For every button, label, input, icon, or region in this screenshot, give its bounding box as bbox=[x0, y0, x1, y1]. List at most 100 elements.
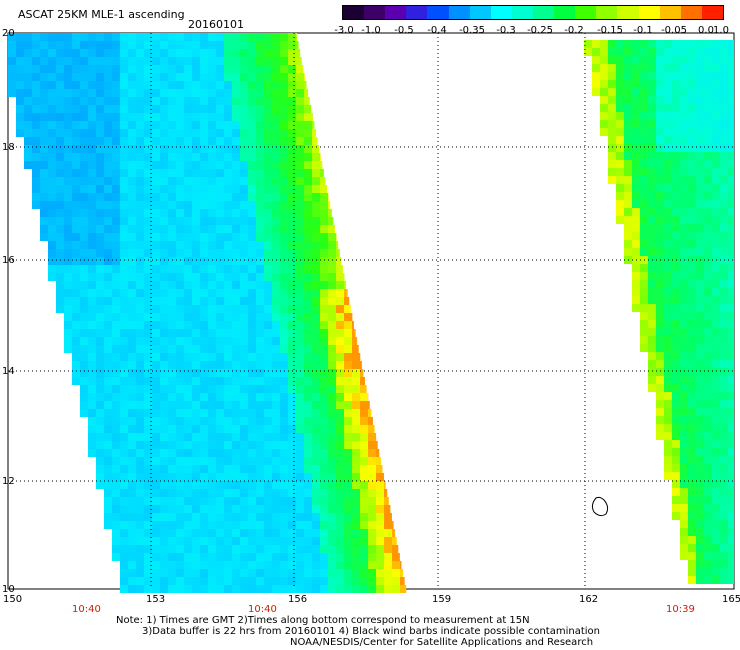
swath-pixel bbox=[200, 257, 208, 265]
swath-pixel bbox=[48, 177, 56, 185]
swath-pixel bbox=[712, 208, 720, 216]
swath-pixel bbox=[328, 425, 336, 433]
swath-pixel bbox=[304, 529, 312, 537]
swath-pixel bbox=[48, 241, 56, 249]
swath-pixel bbox=[216, 553, 224, 561]
swath-pixel bbox=[120, 489, 128, 497]
swath-pixel bbox=[256, 49, 264, 57]
swath-pixel bbox=[640, 280, 648, 288]
swath-pixel bbox=[312, 521, 320, 529]
swath-pixel bbox=[144, 241, 152, 249]
swath-pixel bbox=[56, 145, 64, 153]
swath-pixel bbox=[32, 161, 40, 169]
swath-pixel bbox=[200, 161, 208, 169]
swath-pixel bbox=[688, 360, 696, 368]
swath-pixel bbox=[160, 305, 168, 313]
swath-pixel bbox=[224, 425, 232, 433]
swath-pixel bbox=[96, 145, 104, 153]
swath-pixel bbox=[208, 473, 216, 481]
swath-pixel bbox=[336, 521, 344, 529]
swath-pixel bbox=[264, 305, 272, 313]
swath-pixel bbox=[712, 376, 720, 384]
swath-pixel bbox=[248, 425, 256, 433]
swath-pixel bbox=[240, 569, 248, 577]
swath-pixel bbox=[632, 200, 640, 208]
swath-pixel bbox=[720, 384, 728, 392]
swath-pixel bbox=[216, 537, 224, 545]
swath-pixel bbox=[344, 297, 350, 305]
swath-pixel bbox=[232, 481, 240, 489]
swath-pixel bbox=[320, 289, 328, 297]
color-scale-swatch bbox=[406, 6, 428, 19]
color-scale-tick: -0.15 bbox=[597, 25, 623, 36]
swath-pixel bbox=[144, 145, 152, 153]
swath-pixel bbox=[368, 409, 372, 417]
swath-pixel bbox=[248, 241, 256, 249]
swath-pixel bbox=[200, 345, 208, 353]
swath-pixel bbox=[80, 33, 88, 41]
swath-pixel bbox=[592, 88, 600, 96]
swath-pixel bbox=[320, 321, 328, 329]
swath-pixel bbox=[64, 265, 72, 273]
swath-pixel bbox=[256, 433, 264, 441]
swath-pixel bbox=[704, 152, 712, 160]
swath-pixel bbox=[136, 513, 144, 521]
swath-pixel bbox=[712, 160, 720, 168]
swath-pixel bbox=[688, 440, 696, 448]
swath-pixel bbox=[376, 553, 384, 561]
swath-pixel bbox=[128, 513, 136, 521]
swath-pixel bbox=[200, 217, 208, 225]
swath-pixel bbox=[144, 81, 152, 89]
swath-pixel bbox=[696, 136, 704, 144]
color-scale-swatch bbox=[343, 6, 365, 19]
swath-pixel bbox=[656, 120, 664, 128]
swath-pixel bbox=[184, 497, 192, 505]
swath-pixel bbox=[104, 449, 112, 457]
swath-pixel bbox=[320, 513, 328, 521]
swath-pixel bbox=[72, 161, 80, 169]
swath-pixel bbox=[152, 449, 160, 457]
swath-pixel bbox=[176, 497, 184, 505]
swath-pixel bbox=[672, 456, 680, 464]
swath-pixel bbox=[152, 97, 160, 105]
swath-pixel bbox=[272, 257, 280, 265]
swath-pixel bbox=[272, 185, 280, 193]
swath-pixel bbox=[136, 321, 144, 329]
latitude-label: 10 bbox=[2, 584, 15, 595]
swath-pixel bbox=[40, 113, 48, 121]
swath-pixel bbox=[216, 73, 224, 81]
swath-pixel bbox=[672, 248, 680, 256]
swath-pixel bbox=[272, 537, 280, 545]
swath-pixel bbox=[688, 496, 696, 504]
swath-pixel bbox=[264, 361, 272, 369]
swath-pixel bbox=[216, 545, 224, 553]
swath-pixel bbox=[208, 265, 216, 273]
swath-pixel bbox=[288, 409, 296, 417]
swath-pixel bbox=[16, 113, 24, 121]
swath-pixel bbox=[136, 265, 144, 273]
swath-pixel bbox=[128, 121, 136, 129]
swath-pixel bbox=[136, 273, 144, 281]
swath-pixel bbox=[328, 361, 336, 369]
swath-pixel bbox=[184, 177, 192, 185]
swath-pixel bbox=[216, 89, 224, 97]
swath-pixel bbox=[712, 56, 720, 64]
swath-pixel bbox=[152, 385, 160, 393]
swath-pixel bbox=[200, 273, 208, 281]
swath-pixel bbox=[184, 217, 192, 225]
swath-pixel bbox=[112, 241, 120, 249]
swath-pixel bbox=[24, 65, 32, 73]
swath-pixel bbox=[264, 145, 272, 153]
swath-pixel bbox=[168, 241, 176, 249]
swath-pixel bbox=[640, 232, 648, 240]
swath-pixel bbox=[24, 113, 32, 121]
swath-pixel bbox=[80, 401, 88, 409]
swath-pixel bbox=[320, 209, 328, 217]
swath-pixel bbox=[160, 473, 168, 481]
swath-pixel bbox=[360, 561, 368, 569]
swath-pixel bbox=[336, 569, 344, 577]
swath-pixel bbox=[280, 537, 288, 545]
swath-pixel bbox=[48, 193, 56, 201]
swath-pixel bbox=[224, 361, 232, 369]
swath-pixel bbox=[112, 57, 120, 65]
